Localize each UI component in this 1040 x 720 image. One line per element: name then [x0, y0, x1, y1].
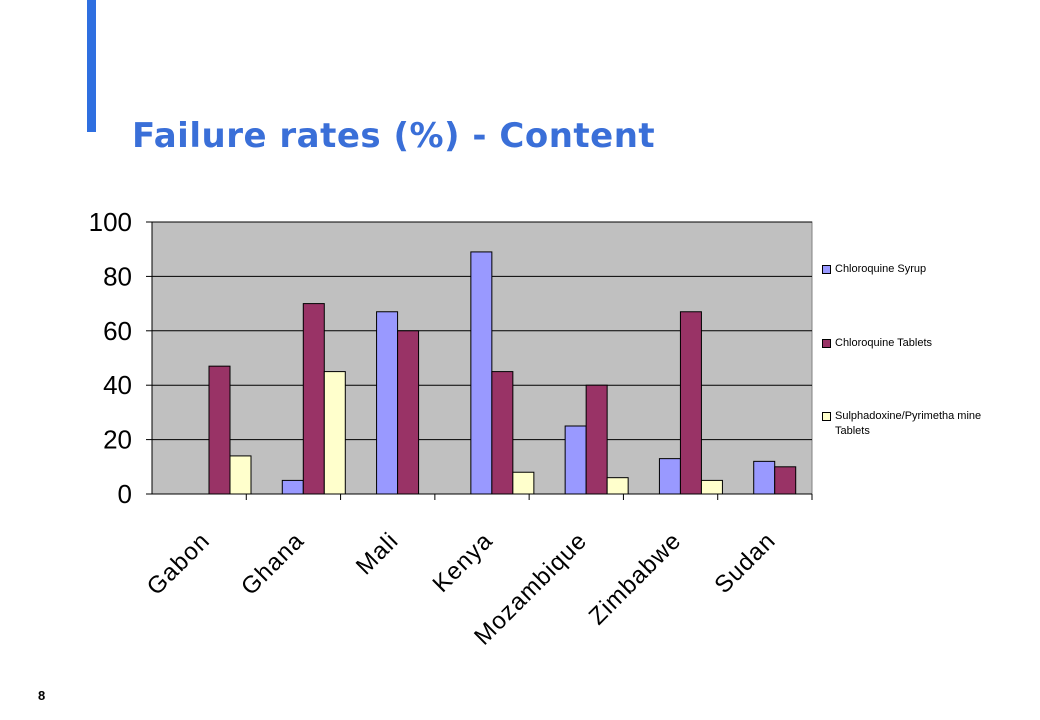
- bar-chloroquine-tablets-ghana: [302, 303, 325, 495]
- x-tick-label-ghana: Ghana: [236, 527, 310, 601]
- y-tick-label: 20: [103, 425, 132, 455]
- y-tick-label: 0: [118, 479, 132, 509]
- page-number: 8: [38, 688, 46, 703]
- bar-sulphadoxine-pyrimetha-mine-tablets-gabon: [229, 455, 252, 495]
- legend-swatch-chloroquine-syrup: [822, 265, 831, 274]
- bar-chloroquine-tablets-zimbabwe: [679, 311, 702, 495]
- legend-swatch-chloroquine-tablets: [822, 339, 831, 348]
- legend-item-chloroquine-tablets: Chloroquine Tablets: [822, 336, 985, 351]
- bar-sulphadoxine-pyrimetha-mine-tablets-zimbabwe: [700, 479, 723, 495]
- bar-chloroquine-tablets-kenya: [491, 371, 514, 495]
- bar-chloroquine-syrup-ghana: [281, 479, 304, 495]
- bar-chloroquine-syrup-mali: [376, 311, 399, 495]
- y-tick-label: 60: [103, 316, 132, 346]
- bar-chloroquine-syrup-sudan: [753, 460, 776, 495]
- bar-sulphadoxine-pyrimetha-mine-tablets-ghana: [323, 371, 346, 495]
- bar-chloroquine-tablets-mozambique: [585, 384, 608, 495]
- legend-label-sulphadoxine-pyrimethamine-tablets: Sulphadoxine/Pyrimetha mine Tablets: [835, 410, 982, 437]
- legend-label-chloroquine-tablets: Chloroquine Tablets: [835, 337, 933, 349]
- x-tick-label-sudan: Sudan: [709, 527, 781, 599]
- legend-item-chloroquine-syrup: Chloroquine Syrup: [822, 262, 985, 277]
- x-tick-label-mali: Mali: [351, 527, 404, 580]
- bar-chloroquine-syrup-kenya: [470, 251, 493, 495]
- bar-sulphadoxine-pyrimetha-mine-tablets-mozambique: [606, 477, 629, 495]
- y-tick-label: 100: [89, 207, 132, 237]
- bar-chloroquine-tablets-mali: [397, 330, 420, 495]
- y-tick-label: 40: [103, 370, 132, 400]
- bar-chloroquine-syrup-mozambique: [564, 425, 587, 495]
- x-tick-label-zimbabwe: Zimbabwe: [584, 527, 687, 630]
- x-tick-label-kenya: Kenya: [427, 527, 498, 598]
- bar-chloroquine-tablets-gabon: [208, 365, 231, 495]
- bar-chloroquine-tablets-sudan: [774, 466, 797, 495]
- x-tick-label-gabon: Gabon: [142, 527, 216, 601]
- slide-title: Failure rates (%) - Content: [132, 116, 656, 156]
- bar-chloroquine-syrup-zimbabwe: [658, 458, 681, 495]
- legend-label-chloroquine-syrup: Chloroquine Syrup: [835, 263, 927, 275]
- bar-sulphadoxine-pyrimetha-mine-tablets-kenya: [512, 471, 535, 495]
- legend-item-sulphadoxine-pyrimethamine-tablets: Sulphadoxine/Pyrimetha mine Tablets: [822, 409, 985, 439]
- y-tick-label: 80: [103, 261, 132, 291]
- title-accent-bar: [87, 0, 96, 132]
- legend-swatch-sulphadoxine-pyrimethamine-tablets: [822, 412, 831, 421]
